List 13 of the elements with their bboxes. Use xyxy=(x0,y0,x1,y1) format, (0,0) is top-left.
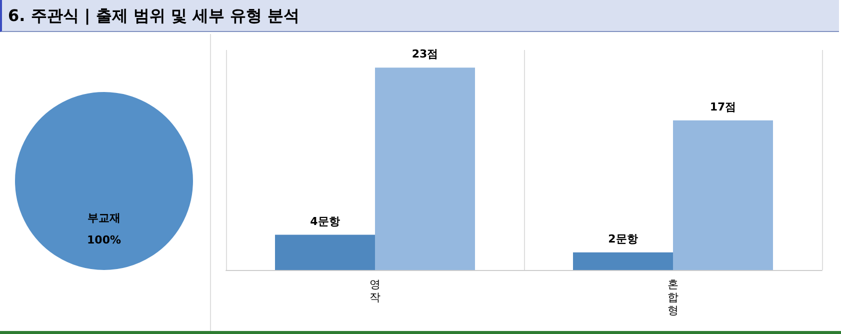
x-tick-label: 영작 xyxy=(370,278,380,304)
bar xyxy=(673,120,773,270)
data-label: 4문항 xyxy=(310,214,340,228)
x-tick-label: 혼합형 xyxy=(668,278,678,317)
data-label: 23점 xyxy=(412,48,438,61)
chart-title: 6. 주관식 | 출제 범위 및 세부 유형 분석 xyxy=(0,0,839,32)
bar xyxy=(573,252,673,270)
bar xyxy=(275,234,375,270)
data-label: 2문항 xyxy=(608,232,638,246)
slice-label: 부교재 xyxy=(88,212,120,224)
bar xyxy=(375,68,475,270)
data-label: 17점 xyxy=(710,100,736,114)
data-label: 100% xyxy=(87,234,121,246)
